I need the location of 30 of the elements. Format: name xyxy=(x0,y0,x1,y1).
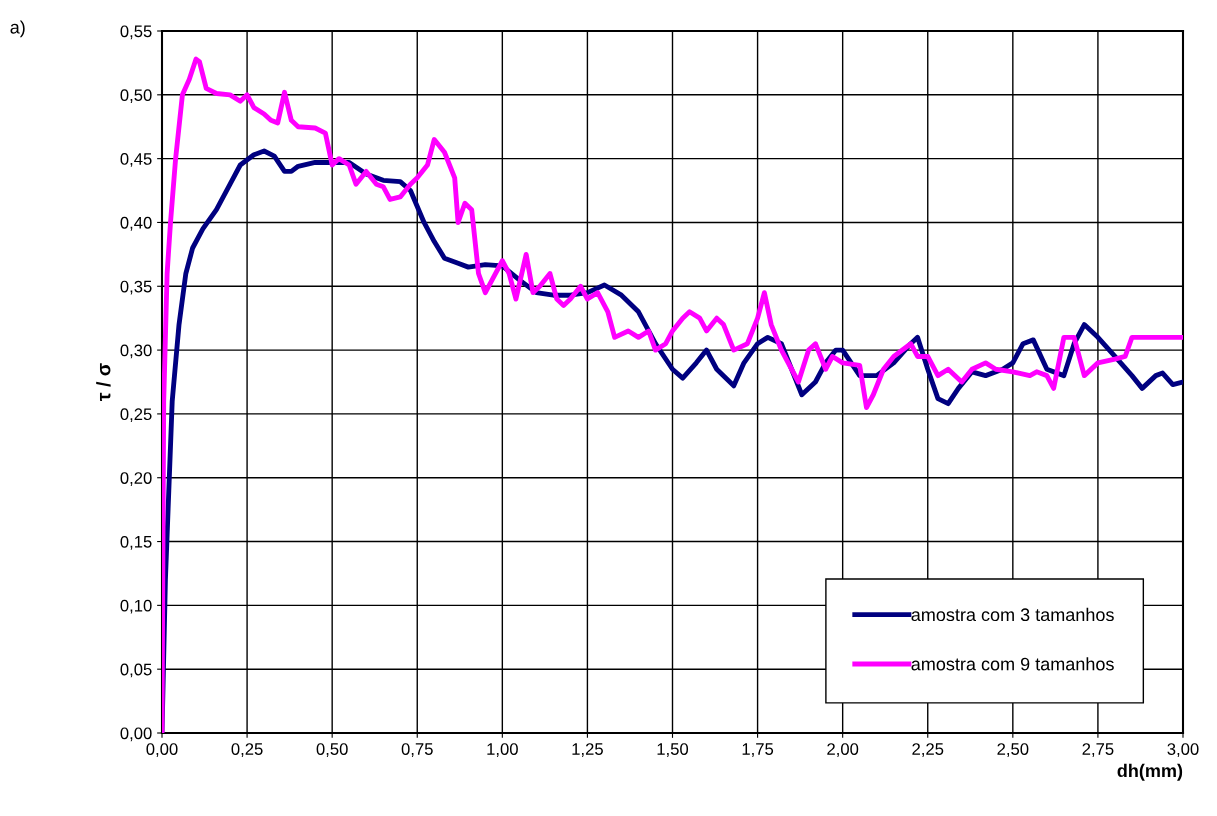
legend-label: amostra com 3 tamanhos xyxy=(911,607,1114,622)
y-tick-label: 0,50 xyxy=(120,89,152,103)
x-tick-label: 2,50 xyxy=(997,743,1029,757)
y-axis-title: τ / σ xyxy=(96,363,111,401)
x-axis-title: dh(mm) xyxy=(1117,763,1183,781)
y-tick-label: 0,40 xyxy=(120,216,152,231)
x-tick-label: 0,50 xyxy=(316,743,348,757)
y-tick-label: 0,45 xyxy=(120,153,152,167)
y-tick-label: 0,20 xyxy=(120,472,152,486)
x-tick-label: 0,00 xyxy=(146,743,178,757)
x-tick-label: 2,25 xyxy=(912,743,944,757)
x-tick-label: 0,75 xyxy=(401,743,433,757)
y-tick-label: 0,35 xyxy=(120,280,152,295)
y-tick-label: 0,25 xyxy=(120,408,152,423)
x-tick-label: 1,75 xyxy=(742,743,774,757)
legend-label: amostra com 9 tamanhos xyxy=(911,657,1114,671)
y-tick-label: 0,00 xyxy=(120,727,152,742)
y-tick-label: 0,10 xyxy=(120,599,152,614)
x-tick-label: 3,00 xyxy=(1167,743,1199,757)
x-tick-label: 1,50 xyxy=(657,743,689,757)
y-tick-label: 0,05 xyxy=(120,663,152,678)
y-tick-label: 0,15 xyxy=(120,535,152,550)
x-tick-label: 0,25 xyxy=(231,743,263,757)
x-tick-label: 2,75 xyxy=(1082,743,1114,757)
x-tick-label: 1,00 xyxy=(487,743,518,757)
x-tick-label: 1,25 xyxy=(572,743,603,757)
y-tick-label: 0,30 xyxy=(120,344,152,359)
x-tick-label: 2,00 xyxy=(827,743,859,757)
text: a) xyxy=(10,20,25,38)
y-tick-label: 0,55 xyxy=(120,25,152,40)
